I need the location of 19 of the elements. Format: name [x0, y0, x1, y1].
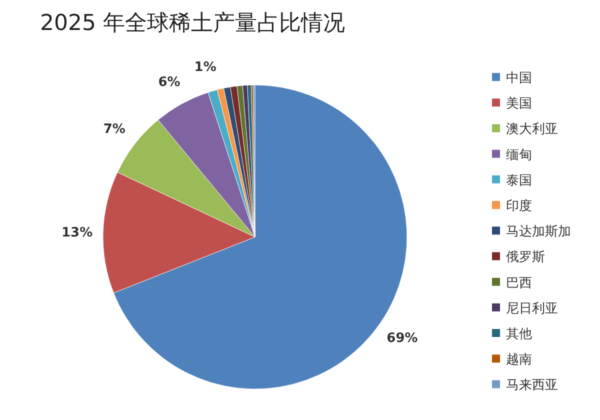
legend-label: 中国 [506, 71, 532, 86]
data-label: 13% [62, 225, 93, 240]
legend-label: 越南 [506, 352, 532, 368]
legend-label: 马来西亚 [506, 378, 558, 394]
legend-label: 俄罗斯 [506, 250, 545, 266]
legend-label: 澳大利亚 [506, 122, 558, 138]
chart-title: 2025 年全球稀土产量占比情况 [40, 11, 345, 36]
legend-label: 巴西 [506, 276, 532, 291]
legend-label: 美国 [506, 96, 532, 112]
legend-label: 缅甸 [506, 148, 532, 163]
legend-label: 马达加斯加 [506, 224, 571, 240]
data-label: 7% [103, 122, 126, 137]
data-label: 69% [386, 331, 418, 346]
legend-label: 尼日利亚 [506, 301, 558, 316]
legend-label: 其他 [506, 327, 532, 342]
legend-label: 泰国 [506, 173, 532, 188]
data-label: 6% [158, 75, 180, 90]
data-label: 1% [194, 60, 216, 76]
legend-label: 印度 [506, 198, 532, 214]
